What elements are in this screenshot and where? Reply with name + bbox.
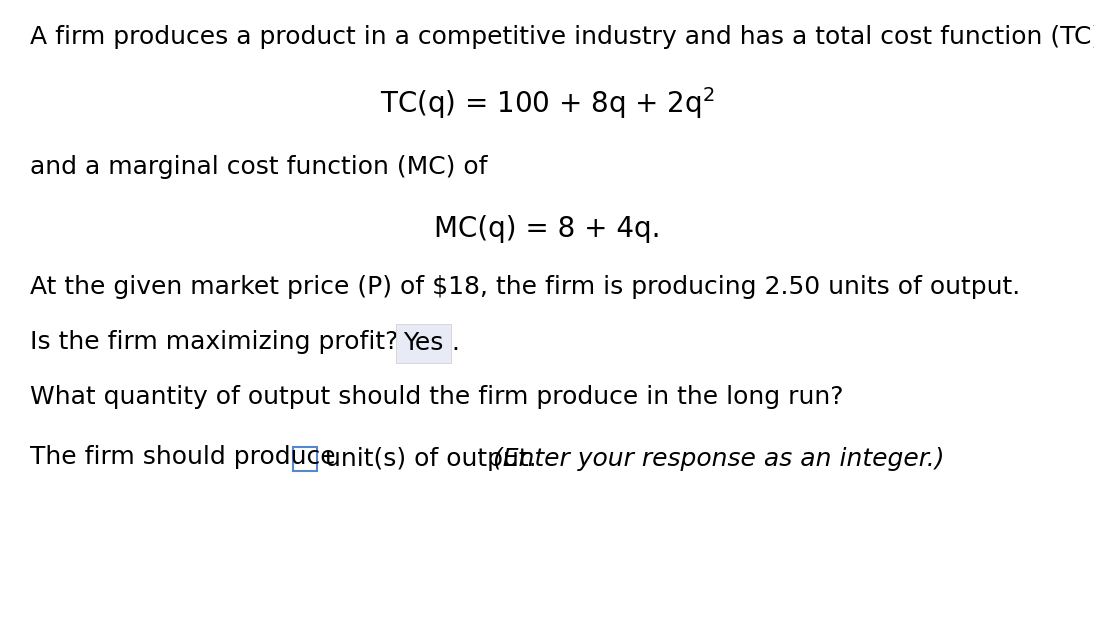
- Text: unit(s) of output.: unit(s) of output.: [325, 447, 545, 471]
- Text: What quantity of output should the firm produce in the long run?: What quantity of output should the firm …: [30, 385, 843, 409]
- Text: TC(q) = 100 + 8q + 2q$^{2}$: TC(q) = 100 + 8q + 2q$^{2}$: [380, 85, 714, 121]
- Text: At the given market price (P) of $18, the firm is producing 2.50 units of output: At the given market price (P) of $18, th…: [30, 275, 1021, 299]
- Text: The firm should produce: The firm should produce: [30, 445, 336, 469]
- Text: .: .: [451, 331, 459, 355]
- Text: MC(q) = 8 + 4q.: MC(q) = 8 + 4q.: [433, 215, 661, 243]
- Text: (Enter your response as an integer.): (Enter your response as an integer.): [493, 447, 944, 471]
- Text: Yes: Yes: [403, 331, 443, 355]
- Text: Is the firm maximizing profit?: Is the firm maximizing profit?: [30, 330, 398, 354]
- Text: A firm produces a product in a competitive industry and has a total cost functio: A firm produces a product in a competiti…: [30, 25, 1094, 49]
- FancyBboxPatch shape: [293, 447, 317, 471]
- Text: and a marginal cost function (MC) of: and a marginal cost function (MC) of: [30, 155, 488, 179]
